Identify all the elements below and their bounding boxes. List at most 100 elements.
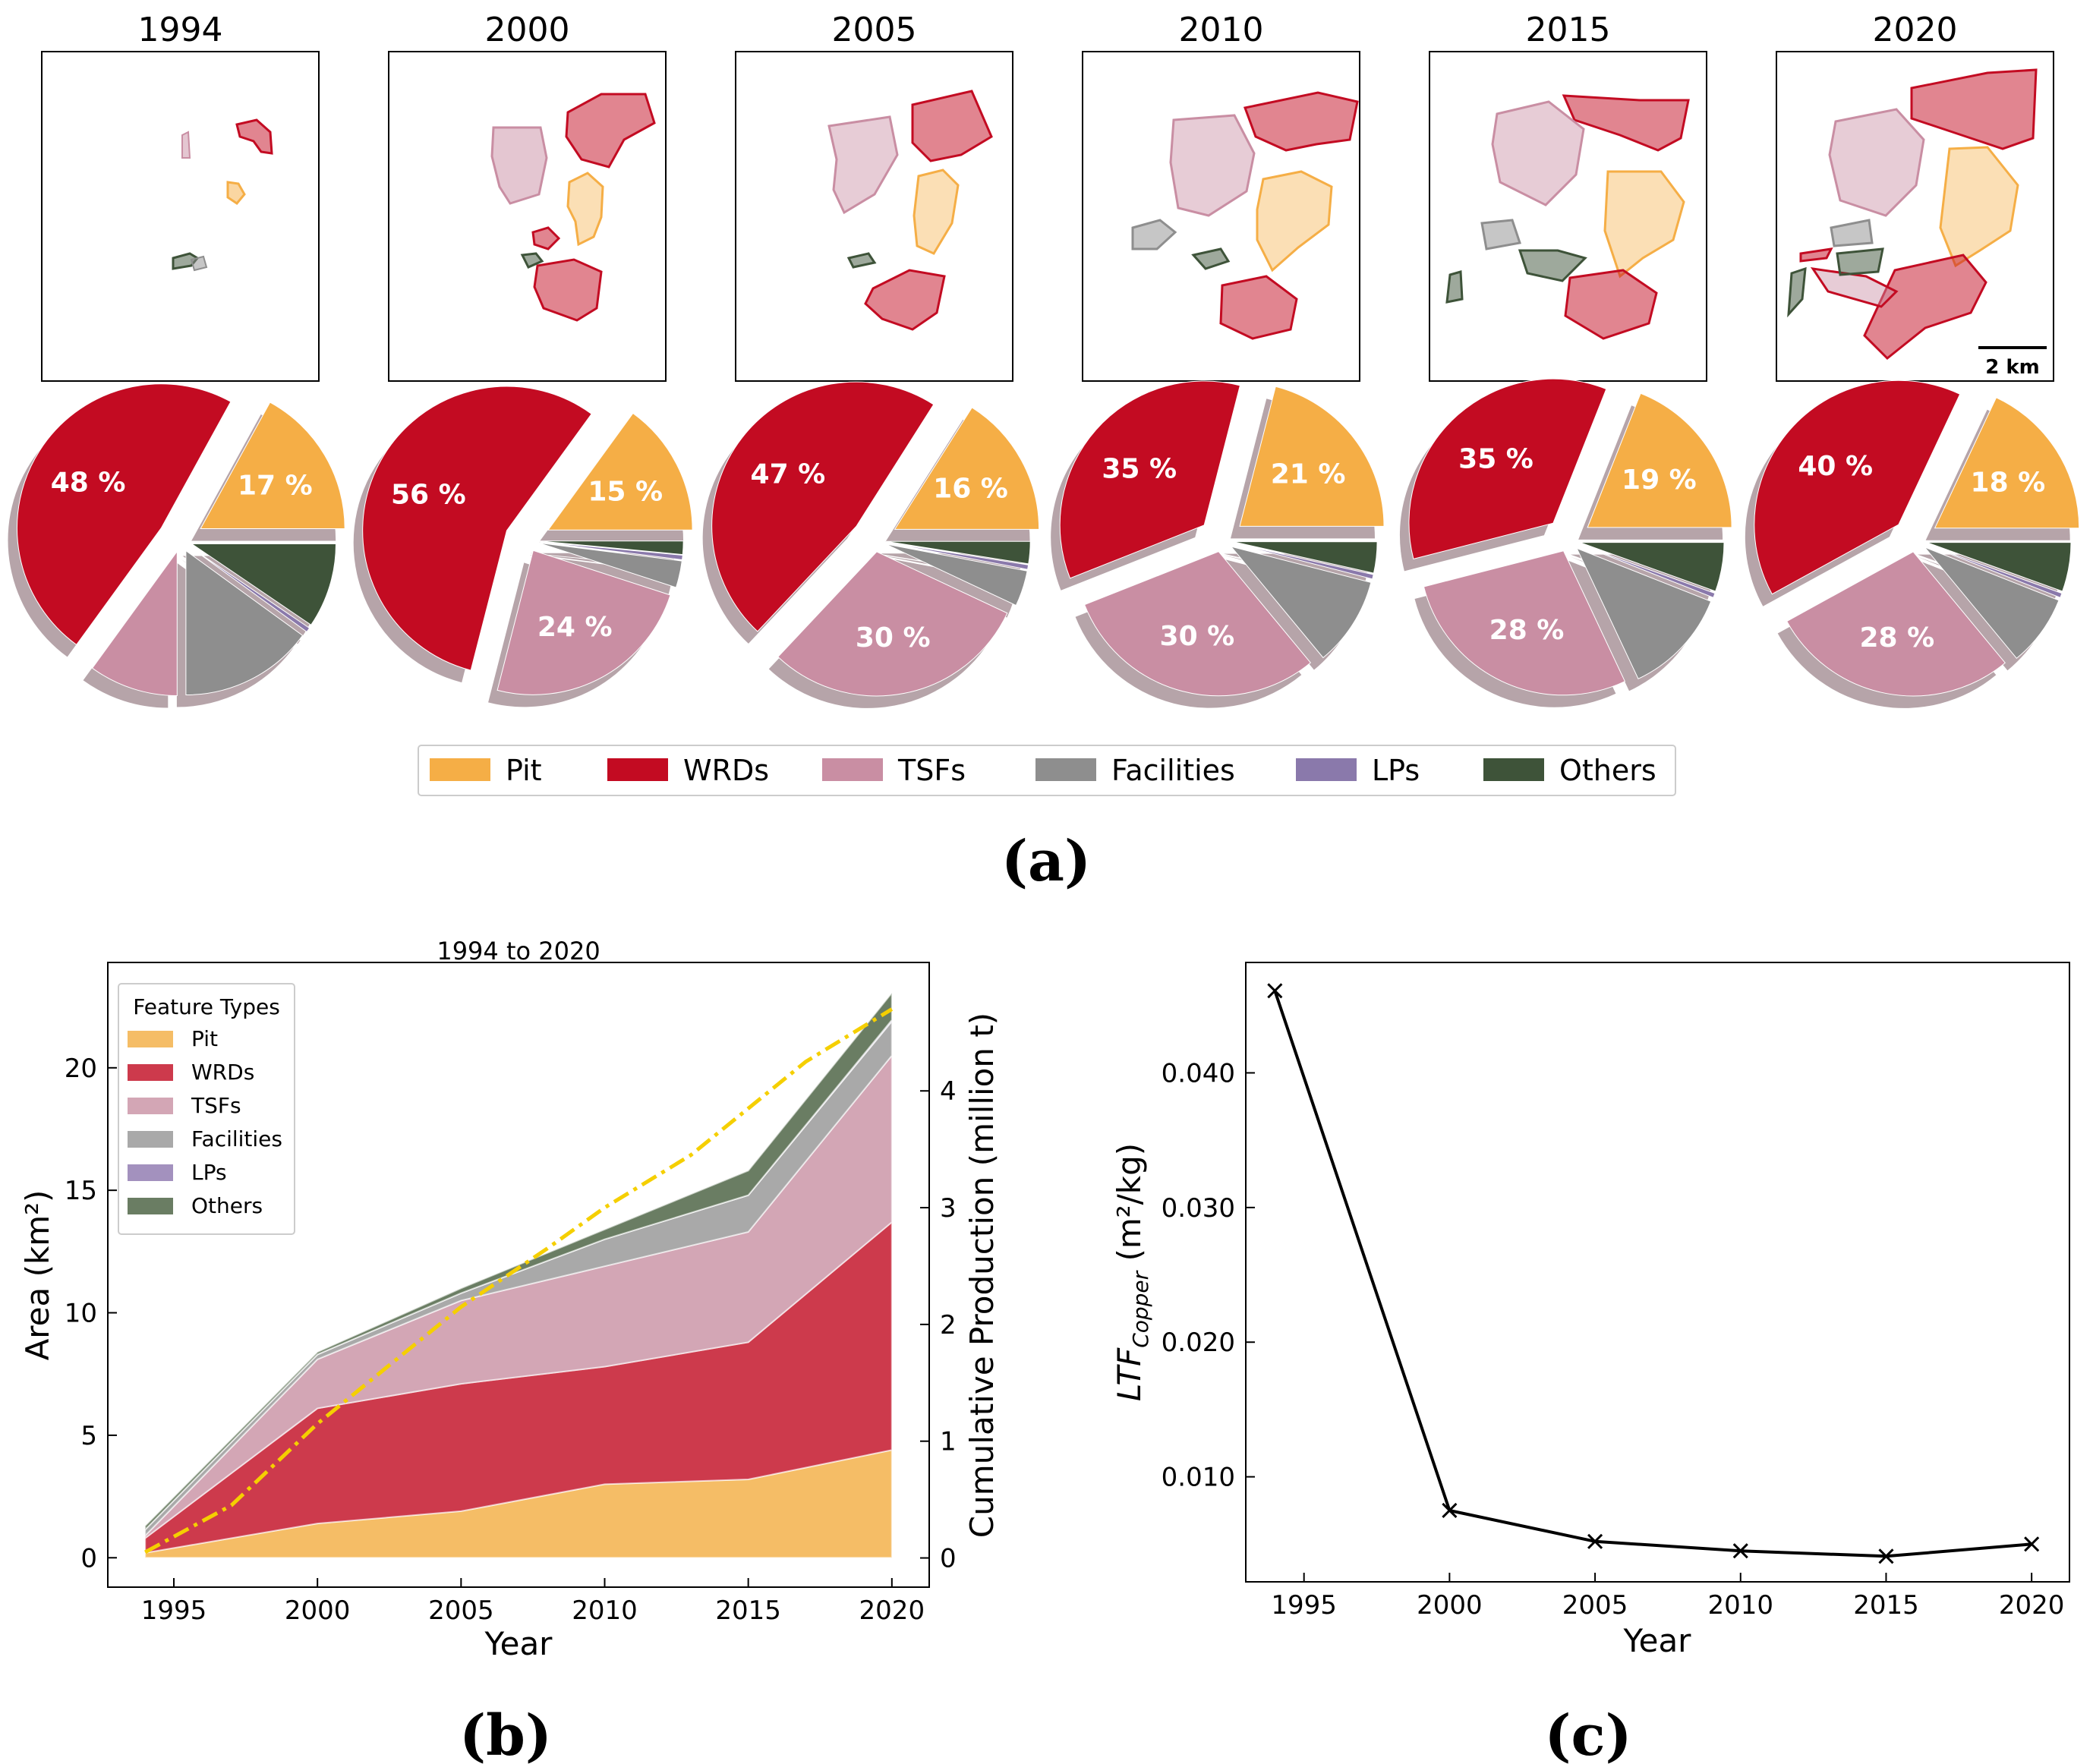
b-xtick-label-2020: 2020: [859, 1595, 925, 1626]
pie-slice-1994-facilities: [185, 550, 304, 696]
pie-slice-1994-others: [190, 543, 337, 625]
b-ytick-right-label-0: 0: [940, 1544, 957, 1574]
pie-slice-1994-wrds: [17, 383, 232, 646]
legend-swatch-lps: [1296, 758, 1357, 781]
pie-slice-2000-lps: [539, 541, 683, 561]
panel-b-ylabel-right: Cumulative Production (million t): [963, 1013, 1001, 1538]
pie-label-2005-pit: 16 %: [933, 473, 1008, 504]
pie-2015: 19 % 35 % 28 %: [1399, 378, 1732, 707]
pie-label-2000-wrds: 56 %: [391, 480, 466, 511]
pie-2005: 16 % 47 % 30 %: [702, 381, 1040, 708]
pie-slice-2000-tsfs: [496, 550, 671, 695]
b-legend-label-lps: LPs: [191, 1160, 227, 1185]
map-frame-2010: [1082, 51, 1360, 382]
map-year-1994: 1994: [138, 11, 223, 49]
ltf-point-2005: [1587, 1533, 1603, 1549]
map-frame-2005: [735, 51, 1013, 382]
legend-swatch-tsfs: [822, 758, 883, 781]
stacked-area-layers: [144, 991, 893, 1559]
b-xtick-label-2015: 2015: [715, 1595, 781, 1626]
pie-slice-2000-others: [539, 540, 684, 556]
pie-slice-2020-lps: [1926, 543, 2063, 598]
pie-label-2000-tsfs: 24 %: [537, 612, 613, 643]
b-ytick-right-label-3: 3: [940, 1193, 957, 1224]
pie-label-1994-pit: 17 %: [238, 471, 313, 502]
c-xtick-label-2015: 2015: [1853, 1590, 1919, 1621]
cumulative-production-line: [144, 1007, 894, 1555]
pie-slice-1994-lps: [190, 547, 310, 633]
map-year-2005: 2005: [832, 11, 917, 49]
b-ytick-right-label-1: 1: [940, 1427, 957, 1457]
pie-slice-2010-wrds: [1059, 380, 1241, 579]
pie-row: 17 % 48 % 15 % 56 % 24 % 16 % 47 % 30 % 21 % 35 %…: [8, 378, 2080, 708]
pie-slice-2020-others: [1926, 542, 2072, 592]
map-frame-1994: [41, 51, 320, 382]
c-xtick-label-2010: 2010: [1708, 1590, 1774, 1621]
panel-b-axes: 1995 2000 2005 2010 2015 2020 0 5 10 15 20 0 1 2 3 4: [65, 1054, 957, 1626]
area-others: [144, 991, 893, 1532]
map-year-2020: 2020: [1873, 11, 1958, 49]
pie-label-2010-tsfs: 30 %: [1160, 621, 1235, 652]
panel-b: 1995 2000 2005 2010 2015 2020 0 5 10 15 20 0 1 2 3 4 19…: [19, 937, 1001, 1764]
c-xtick-label-1995: 1995: [1271, 1590, 1337, 1621]
b-legend-label-tsfs: TSFs: [191, 1093, 241, 1118]
ltf-point-2000: [1442, 1502, 1458, 1519]
c-ytick-label-0.020: 0.020: [1162, 1328, 1235, 1358]
panel-c-axes: 1995 2000 2005 2010 2015 2020 0.010 0.020 0.030 0…: [1162, 1058, 2065, 1621]
panel-a-legend: Pit WRDs TSFs Facilities LPs Others: [418, 745, 1676, 796]
production-line-group: [144, 1007, 894, 1555]
legend-swatch-wrds: [607, 758, 668, 781]
b-legend-swatch-facilities: [128, 1131, 173, 1148]
ltf-point-2015: [1878, 1548, 1894, 1564]
pie-slice-2020-pit: [1934, 397, 2080, 529]
pie-slice-1994-pit: [200, 402, 345, 530]
pie-2000: 15 % 56 % 24 %: [353, 386, 693, 707]
legend-label-tsfs: TSFs: [897, 754, 966, 787]
panel-c-ylabel-main: LTF: [1111, 1347, 1148, 1401]
pie-slice-2000-wrds: [362, 386, 592, 671]
pie-slice-2015-facilities: [1576, 547, 1712, 679]
b-legend-swatch-tsfs: [128, 1098, 173, 1114]
panel-c-frame: [1245, 962, 2070, 1583]
b-legend-label-pit: Pit: [191, 1026, 218, 1051]
pie-slice-2005-others: [886, 540, 1031, 565]
pie-slice-2005-wrds: [711, 381, 935, 632]
panel-c: 1995 2000 2005 2010 2015 2020 0.010 0.020 0.030 0…: [1111, 962, 2070, 1764]
ltf-line-group: [1267, 983, 2040, 1564]
ltf-point-1994: [1267, 983, 1283, 999]
map-year-2000: 2000: [485, 11, 570, 49]
ltf-point-2020: [2024, 1536, 2040, 1552]
pie-2020: 18 % 40 % 28 %: [1745, 380, 2080, 708]
pie-label-2005-tsfs: 30 %: [856, 622, 931, 654]
pie-slice-2020-wrds: [1754, 380, 1961, 595]
pie-slice-2000-pit: [547, 412, 693, 531]
b-ytick-label-20: 20: [65, 1054, 97, 1084]
pie-slice-2005-lps: [885, 542, 1029, 570]
b-legend-label-others: Others: [191, 1193, 263, 1218]
pie-label-2020-tsfs: 28 %: [1859, 622, 1934, 654]
pie-slice-2015-tsfs: [1423, 550, 1626, 696]
caption-a: (a): [1001, 829, 1091, 894]
c-ytick-label-0.040: 0.040: [1162, 1058, 1235, 1088]
map-year-2010: 2010: [1179, 11, 1264, 49]
b-legend-swatch-wrds: [128, 1064, 173, 1081]
c-xtick-label-2000: 2000: [1417, 1590, 1483, 1621]
pie-label-2005-wrds: 47 %: [751, 459, 826, 490]
b-legend-swatch-others: [128, 1198, 173, 1214]
pie-slice-2015-lps: [1579, 543, 1716, 598]
ltf-point-2010: [1732, 1543, 1748, 1559]
panel-b-xlabel: Year: [484, 1625, 553, 1662]
pie-slice-2005-pit: [894, 407, 1040, 530]
pie-label-2010-pit: 21 %: [1271, 459, 1346, 490]
legend-swatch-pit: [430, 758, 490, 781]
panel-b-frame: [107, 962, 930, 1588]
panel-c-ylabel-unit: (m²/kg): [1111, 1143, 1148, 1271]
legend-label-wrds: WRDs: [683, 754, 769, 787]
legend-label-pit: Pit: [506, 754, 542, 787]
panel-b-ylabel: Area (km²): [19, 1190, 56, 1361]
legend-label-lps: LPs: [1372, 754, 1420, 787]
pie-slice-2010-lps: [1232, 543, 1374, 580]
panel-b-legend: Feature Types Pit WRDs TSFs Facilities LPs Ot…: [118, 983, 295, 1235]
b-ytick-label-0: 0: [80, 1543, 97, 1573]
